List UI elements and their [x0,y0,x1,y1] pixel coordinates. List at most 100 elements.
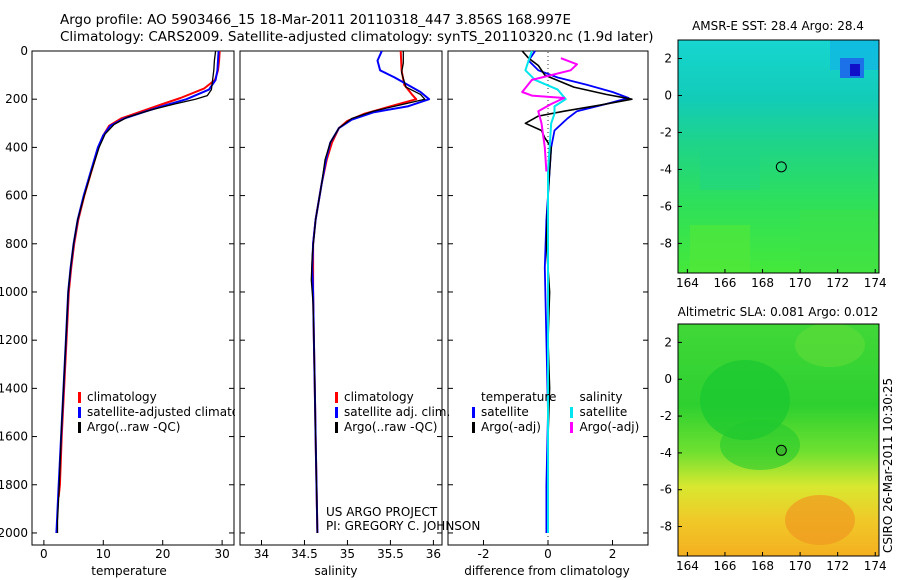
sst-map-frame [677,39,880,274]
legend-item: Argo(..raw -QC) [335,420,450,435]
legend-swatch-argo [335,422,338,433]
legend-item: climatology [78,390,235,405]
legend-item: Argo(-adj) [570,420,639,435]
legend-label: Argo(..raw -QC) [87,420,181,434]
x-tick-label: 35 [340,547,355,561]
map-y-tick-label: 2 [664,335,672,349]
legend-item: satellite [472,405,556,420]
series-line-difference-0 [527,50,630,533]
legend-swatch-climatology [335,392,338,403]
map-y-tick-label: -2 [660,409,672,423]
temperature-legend: climatology satellite-adjusted climatolo… [78,390,235,435]
sla-argo-location-marker [775,444,787,456]
map-y-tick-label: -2 [660,125,672,139]
figure-title-line-1: Argo profile: AO 5903466_15 18-Mar-2011 … [60,12,571,28]
x-tick-label: 10 [96,547,111,561]
legend-item: Argo(-adj) [472,420,556,435]
x-tick-label: -2 [477,547,489,561]
y-tick-label: 1200 [0,333,28,347]
x-tick-label: 0 [40,547,48,561]
legend-item: satellite adj. clim. [335,405,450,420]
legend-label: satellite-adjusted climatology [87,405,235,419]
salinity-panel: 34 34.5 35 35.5 36 salinity [239,50,443,578]
sla-high-patch [785,495,855,545]
legend-swatch-satellite [472,407,475,418]
legend-item: Argo(..raw -QC) [78,420,235,435]
legend-label: climatology [344,390,414,404]
sst-patch-b [690,225,750,273]
x-tick-label: 35.5 [377,547,404,561]
y-tick-label: 200 [5,92,28,106]
x-tick-label: 34.5 [291,547,318,561]
temperature-panel: 0 10 20 30 0 200 400 600 800 1000 1200 1400 1600 1800… [0,44,235,578]
y-tick-label: 1400 [0,381,28,395]
map-y-tick-label: -6 [660,483,672,497]
x-tick-label: 2 [609,547,617,561]
sla-map-title: Altimetric SLA: 0.081 Argo: 0.012 [678,305,879,319]
y-tick-label: 400 [5,140,28,154]
legend-item: climatology [335,390,450,405]
sst-map-panel: AMSR-E SST: 28.4 Argo: 28.4 164 166 168 170… [660,19,887,290]
map-y-tick-label: -4 [660,446,672,460]
sst-argo-location-marker [775,161,787,173]
y-tick-label: 2000 [0,526,28,540]
y-tick-label: 1000 [0,285,28,299]
series-line-difference-1 [521,50,633,533]
legend-swatch-climatology [78,392,81,403]
legend-item: satellite-adjusted climatology [78,405,235,420]
side-timestamp-label: CSIRO 26-Mar-2011 10:30:25 [881,377,895,553]
temperature-xlabel: temperature [91,564,166,578]
difference-legend-salinity: salinity satellite Argo(-adj) [570,390,639,435]
map-x-tick-label: 170 [789,559,812,573]
legend-swatch-argo [78,422,81,433]
map-x-tick-label: 164 [676,276,699,290]
sla-low-patch [700,360,790,440]
legend-label: satellite [481,405,529,419]
figure-title-line-2: Climatology: CARS2009. Satellite-adjuste… [60,29,654,45]
sst-peak-cell [850,64,860,76]
map-x-tick-label: 166 [714,559,737,573]
series-line-salinity-2 [310,51,426,534]
map-y-tick-label: -6 [660,199,672,213]
series-line-difference-3 [521,57,578,172]
sla-map-panel: Altimetric SLA: 0.081 Argo: 0.012 164 166… [660,305,887,573]
y-tick-label: 1600 [0,430,28,444]
legend-label: climatology [87,390,157,404]
legend-header: temperature [481,390,557,404]
legend-label: Argo(-adj) [579,420,640,434]
map-x-tick-label: 172 [826,559,849,573]
map-y-tick-label: 2 [664,51,672,65]
x-tick-label: 34 [254,547,269,561]
project-credit: US ARGO PROJECT PI: GREGORY C. JOHNSON [326,505,480,533]
temperature-axes-frame [31,50,235,546]
legend-label: satellite [579,405,628,419]
legend-label: Argo(..raw -QC) [344,420,438,434]
sst-patch-a [700,150,760,190]
salinity-xlabel: salinity [314,564,357,578]
legend-label: Argo(-adj) [481,420,541,434]
project-name: US ARGO PROJECT [326,505,438,519]
map-y-tick-label: -4 [660,162,672,176]
map-x-tick-label: 174 [864,559,887,573]
map-y-tick-label: 0 [664,372,672,386]
map-y-tick-label: 0 [664,88,672,102]
x-tick-label: 0 [544,547,552,561]
map-x-tick-label: 168 [751,559,774,573]
legend-swatch-satellite [335,407,338,418]
map-y-tick-label: -8 [660,520,672,534]
legend-item: satellite [570,405,639,420]
y-tick-label: 800 [5,237,28,251]
map-y-tick-label: -8 [660,236,672,250]
difference-legend-temperature: temperature satellite Argo(-adj) [472,390,556,435]
legend-swatch-satellite-salinity [570,407,574,418]
legend-swatch-satellite [78,407,81,418]
y-tick-label: 0 [20,44,28,58]
map-x-tick-label: 168 [751,276,774,290]
y-tick-label: 600 [5,189,28,203]
salinity-legend: climatology satellite adj. clim. Argo(..… [335,390,450,435]
map-x-tick-label: 172 [826,276,849,290]
legend-label: satellite adj. clim. [344,405,451,419]
sst-map-title: AMSR-E SST: 28.4 Argo: 28.4 [692,19,864,33]
series-line-temperature-2 [56,50,217,533]
